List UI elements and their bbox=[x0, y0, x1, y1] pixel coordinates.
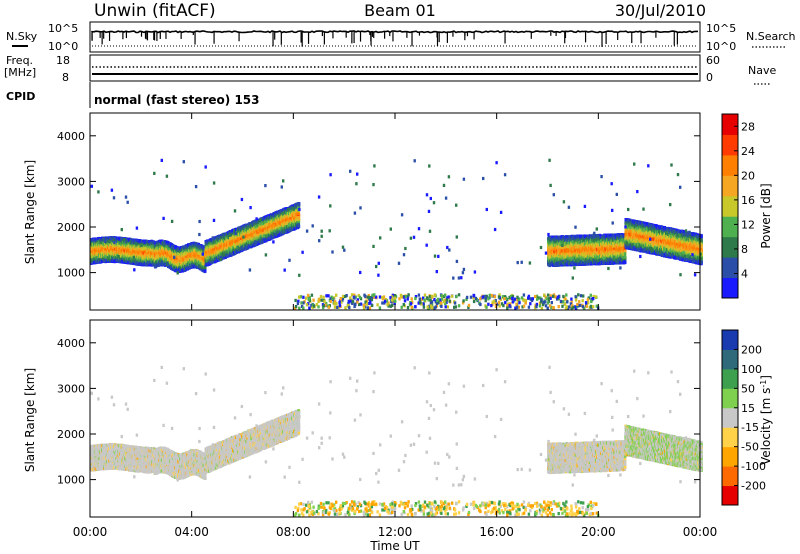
nsearch-label: N.Search bbox=[746, 30, 796, 43]
nave-tick-lo: 0 bbox=[706, 71, 713, 84]
nsky-log-hi: 10^5 bbox=[48, 22, 78, 35]
cpid-text: normal (fast stereo) 153 bbox=[94, 93, 260, 107]
freq-panel-frame bbox=[90, 55, 700, 81]
power-scatter-cells bbox=[90, 159, 703, 310]
nave-label: Nave bbox=[748, 64, 776, 77]
beam-title: Beam 01 bbox=[364, 1, 436, 20]
station-title: Unwin (fitACF) bbox=[94, 1, 216, 21]
nsky-log-lo: 10^0 bbox=[48, 40, 78, 53]
freq-unit: [MHz] bbox=[4, 66, 36, 79]
freq-tick-hi: 18 bbox=[56, 54, 70, 67]
nsky-line bbox=[92, 31, 698, 33]
nave-tick-hi: 60 bbox=[706, 54, 720, 67]
nsky-label: N.Sky bbox=[6, 30, 38, 43]
cpid-label: CPID bbox=[6, 90, 35, 103]
freq-tick-lo: 8 bbox=[62, 71, 69, 84]
nsearch-log-hi: 10^5 bbox=[706, 22, 736, 35]
nsky-trace bbox=[92, 31, 698, 47]
nsearch-log-lo: 10^0 bbox=[706, 40, 736, 53]
date-title: 30/Jul/2010 bbox=[615, 1, 706, 20]
